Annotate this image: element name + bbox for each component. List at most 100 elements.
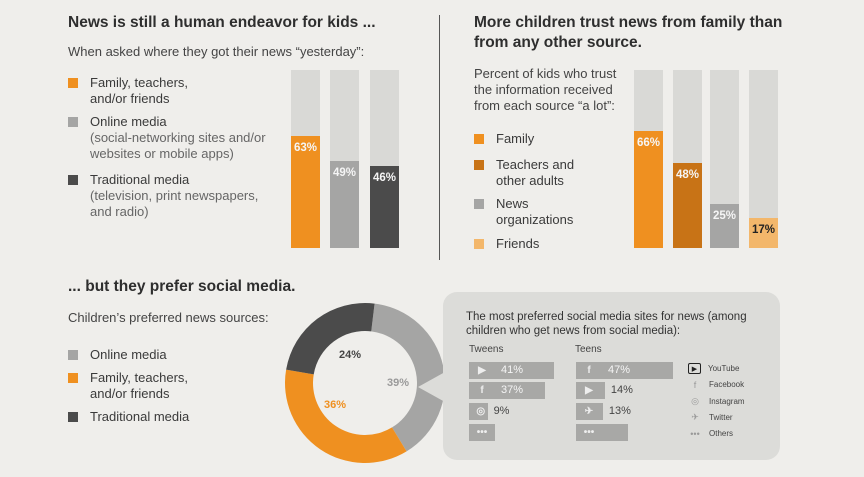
right-title: More children trust news from family tha… xyxy=(474,13,782,53)
swatch xyxy=(474,160,484,170)
swatch xyxy=(474,134,484,144)
social-bar-value: 47% xyxy=(608,364,631,376)
title-line: More children trust news from family tha… xyxy=(474,14,783,31)
legend-twitter: ✈ Twitter xyxy=(688,411,733,423)
legend-label: other adults xyxy=(496,173,564,188)
youtube-icon: ▶ xyxy=(688,363,701,374)
social-title: The most preferred social media sites fo… xyxy=(466,310,747,338)
right-subtitle: Percent of kids who trust the information… xyxy=(474,66,616,114)
facebook-icon: f xyxy=(587,365,591,376)
bar: 48% xyxy=(673,162,702,248)
bar-value-label: 63% xyxy=(293,141,318,154)
left-title: News is still a human endeavor for kids … xyxy=(68,14,376,31)
bottom-title: ... but they prefer social media. xyxy=(68,278,296,295)
legend-label: Family xyxy=(496,131,535,146)
legend-label: Traditional media xyxy=(90,172,190,187)
legend-label: Family, teachers, xyxy=(90,75,189,90)
bar-value-label: 17% xyxy=(751,223,776,236)
instagram-icon: ◎ xyxy=(476,406,486,417)
others-icon: ••• xyxy=(583,427,595,438)
donut-label: 24% xyxy=(339,349,361,361)
social-bar-value: 37% xyxy=(501,384,524,396)
legend-online: Online media xyxy=(68,347,167,363)
tweens-label: Tweens xyxy=(469,344,504,355)
legend-news-orgs: News organizations xyxy=(474,196,573,228)
legend-family: Family, teachers, and/or friends xyxy=(68,370,188,402)
social-bar-others: ••• xyxy=(469,424,495,441)
bottom-subtitle: Children’s preferred news sources: xyxy=(68,310,269,325)
social-bar-instagram: ◎ xyxy=(469,403,488,420)
social-bar-value: 9% xyxy=(493,405,510,417)
others-icon: ••• xyxy=(476,427,488,438)
legend-label: Others xyxy=(709,429,734,439)
legend-youtube: ▶ YouTube xyxy=(688,363,739,374)
facebook-icon: f xyxy=(480,385,484,396)
legend-label: Twitter xyxy=(709,412,733,422)
swatch xyxy=(474,239,484,249)
social-bar-value: 14% xyxy=(610,384,633,396)
bar-value-label: 66% xyxy=(636,136,661,149)
left-subtitle: When asked where they got their news “ye… xyxy=(68,44,365,59)
bar: 25% xyxy=(710,203,739,248)
bar-track: 48% xyxy=(673,70,702,248)
bar: 46% xyxy=(370,166,399,248)
swatch xyxy=(68,78,78,88)
legend-family: Family, teachers, and/or friends xyxy=(68,75,188,107)
legend-label: and/or friends xyxy=(90,91,170,106)
bar: 17% xyxy=(749,217,778,248)
others-icon: ••• xyxy=(690,428,700,439)
legend-label: organizations xyxy=(496,212,574,227)
swatch xyxy=(68,117,78,127)
donut-label: 36% xyxy=(324,399,346,411)
legend-teachers: Teachers and other adults xyxy=(474,157,574,189)
social-bar-youtube: ▶ xyxy=(576,382,605,399)
divider xyxy=(439,15,440,260)
legend-note: and radio) xyxy=(90,204,149,219)
bar: 49% xyxy=(330,160,359,248)
bar-value-label: 25% xyxy=(712,209,737,222)
teens-label: Teens xyxy=(575,344,602,355)
swatch xyxy=(68,373,78,383)
instagram-icon: ◎ xyxy=(691,395,699,406)
bar-value-label: 48% xyxy=(675,168,700,181)
facebook-icon: f xyxy=(693,379,697,390)
bar-track: 66% xyxy=(634,70,663,248)
title-line: children who get news from social media)… xyxy=(466,325,681,337)
social-bar-youtube: ▶ xyxy=(469,362,554,379)
legend-note: (social-networking sites and/or xyxy=(90,130,266,145)
legend-traditional: Traditional media (television, print news… xyxy=(68,172,258,220)
legend-label: Family, teachers, xyxy=(90,370,189,385)
legend-family: Family xyxy=(474,131,534,147)
callout-pointer xyxy=(418,372,445,402)
legend-online: Online media (social-networking sites and… xyxy=(68,114,266,162)
donut-label: 39% xyxy=(387,377,409,389)
title-line: from any other source. xyxy=(474,34,642,51)
bar-value-label: 46% xyxy=(372,172,397,185)
subtitle-line: the information received xyxy=(474,82,613,97)
swatch xyxy=(68,350,78,360)
bar-value-label: 49% xyxy=(332,166,357,179)
bar: 66% xyxy=(634,130,663,248)
social-bar-value: 13% xyxy=(608,405,631,417)
legend-others: ••• Others xyxy=(688,428,733,439)
legend-label: Facebook xyxy=(709,380,745,390)
twitter-icon: ✈ xyxy=(691,411,699,422)
youtube-icon: ▶ xyxy=(585,385,593,396)
legend-note: (television, print newspapers, xyxy=(90,188,259,203)
swatch xyxy=(68,412,78,422)
social-bar-others: ••• xyxy=(576,424,628,441)
subtitle-line: Percent of kids who trust xyxy=(474,66,617,81)
legend-friends: Friends xyxy=(474,236,539,252)
social-bar-value: 41% xyxy=(501,364,524,376)
donut-slice xyxy=(285,369,407,463)
swatch xyxy=(68,175,78,185)
legend-label: YouTube xyxy=(708,364,740,373)
legend-label: Friends xyxy=(496,236,540,251)
social-bar-twitter: ✈ xyxy=(576,403,603,420)
legend-facebook: f Facebook xyxy=(688,379,744,390)
subtitle-line: from each source “a lot”: xyxy=(474,98,615,113)
legend-traditional: Traditional media xyxy=(68,409,189,425)
legend-instagram: ◎ Instagram xyxy=(688,396,745,407)
bar-track: 25% xyxy=(710,70,739,248)
swatch xyxy=(474,199,484,209)
